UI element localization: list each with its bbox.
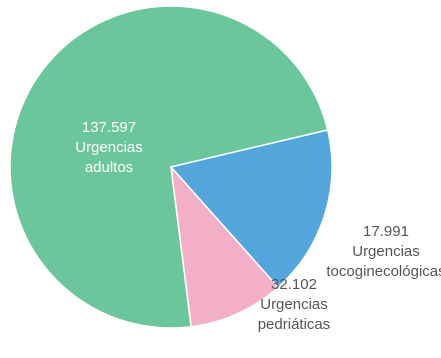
pie-slice-0 [9,5,329,329]
slice-value-label: 17.991 [363,223,409,240]
slice-category-label: Urgencias [352,243,420,260]
pie-labels: 137.597 Urgencias adultos 17.991 Urgencias to… [75,119,441,333]
slice-category-label: adultos [85,159,133,176]
slice-label-1: 17.991 Urgencias tocoginecológicas [326,223,441,280]
pie-slice-1 [170,166,279,328]
slice-category-label: pedriáticas [258,316,331,333]
slice-value-label: 137.597 [82,119,136,136]
slice-label-2: 32.102 Urgencias pedriáticas [258,276,331,333]
slice-category-label: Urgencias [75,139,143,156]
slice-value-label: 32.102 [271,276,317,293]
slice-category-label: Urgencias [260,296,328,313]
slice-label-0: 137.597 Urgencias adultos [75,119,143,176]
pie-slices [9,5,333,329]
pie-slice-2 [170,129,333,288]
slice-category-label: tocoginecológicas [326,263,441,280]
